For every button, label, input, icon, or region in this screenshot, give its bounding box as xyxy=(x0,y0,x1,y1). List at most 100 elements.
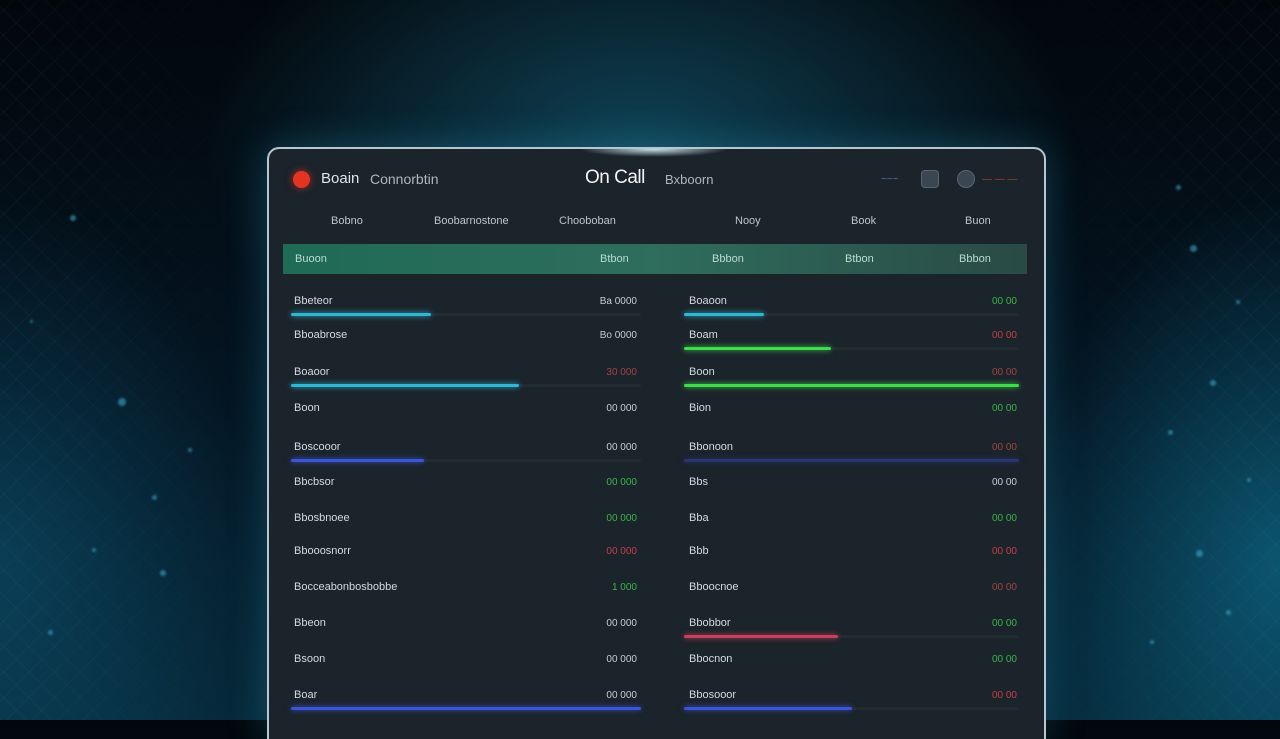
window-top-glow xyxy=(579,149,729,157)
left-row-label: Boaoor xyxy=(294,366,330,378)
right-row-value: 00 00 xyxy=(991,477,1017,488)
left-row-value: 1 000 xyxy=(611,582,637,593)
right-row-label: Bbonoon xyxy=(689,441,734,453)
left-row-value: 00 000 xyxy=(606,403,637,414)
titlebar-link[interactable]: ~~~ xyxy=(881,174,899,185)
particle-dot xyxy=(1210,380,1216,386)
right-row-progress-track xyxy=(684,635,1019,638)
right-row-progress-fill xyxy=(684,313,764,316)
particle-dot xyxy=(1168,430,1173,435)
right-row-label: Bboocnoe xyxy=(689,581,739,593)
left-row-label: Bbooosnorr xyxy=(294,545,351,557)
column-header-4[interactable]: Btbon xyxy=(845,253,874,265)
right-row-value: 00 00 xyxy=(991,367,1017,378)
app-subtitle: Connorbtin xyxy=(370,171,439,187)
left-row-progress-fill xyxy=(291,313,431,316)
right-row-value: 00 00 xyxy=(991,330,1017,341)
right-row-label: Bbosooor xyxy=(689,689,737,701)
left-row-label: Bbcbsor xyxy=(294,476,335,488)
right-row-value: 00 00 xyxy=(991,442,1017,453)
titlebar-status: — — — xyxy=(982,174,1018,185)
left-row-value: 00 000 xyxy=(606,513,637,524)
right-row-progress-track xyxy=(684,347,1019,350)
left-row-label: Bocceabonbosbobbe xyxy=(294,581,398,593)
table-header: Buoon Btbon Bbbon Btbon Bbbon xyxy=(283,244,1027,274)
particle-dot xyxy=(92,548,96,552)
left-row-value: Bo 0000 xyxy=(599,330,637,341)
left-row-value: 30 000 xyxy=(606,367,637,378)
left-row-progress-fill xyxy=(291,707,641,710)
particle-dot xyxy=(152,495,157,500)
right-row-value: 00 00 xyxy=(991,582,1017,593)
particle-dot xyxy=(1190,245,1197,252)
right-row-label: Boaoon xyxy=(689,295,727,307)
left-row-value: 00 000 xyxy=(606,618,637,629)
right-row-progress-fill xyxy=(684,384,1019,387)
left-row-value: 00 000 xyxy=(606,442,637,453)
left-row-progress-track xyxy=(291,707,641,710)
right-row-label: Boam xyxy=(689,329,718,341)
right-row-progress-fill xyxy=(684,459,1019,462)
left-row-progress-track xyxy=(291,384,641,387)
left-row-label: Bbosbnoee xyxy=(294,512,350,524)
app-window: Boain Connorbtin On Call Bxboorn ~~~ — —… xyxy=(267,147,1046,739)
tab-3[interactable]: Chooboban xyxy=(559,215,616,227)
right-row-label: Bbs xyxy=(689,476,708,488)
window-title: On Call xyxy=(585,167,645,188)
left-row-label: Bbeon xyxy=(294,617,326,629)
circle-button-icon[interactable] xyxy=(957,170,975,188)
right-row-progress-fill xyxy=(684,347,831,350)
left-row-progress-track xyxy=(291,313,641,316)
left-row-label: Boscooor xyxy=(294,441,341,453)
window-subtitle: Bxboorn xyxy=(665,172,714,187)
particle-dot xyxy=(48,630,53,635)
right-row-label: Bba xyxy=(689,512,709,524)
column-header-3[interactable]: Bbbon xyxy=(712,253,744,265)
red-circle-icon[interactable] xyxy=(293,171,310,188)
right-row-progress-fill xyxy=(684,635,838,638)
particle-dot xyxy=(1247,478,1251,482)
tab-bar: Bobno Boobarnostone Chooboban Nooy Book … xyxy=(269,209,1044,233)
right-row-value: 00 00 xyxy=(991,513,1017,524)
column-header-2[interactable]: Btbon xyxy=(600,253,629,265)
right-row-progress-track xyxy=(684,384,1019,387)
column-header-5[interactable]: Bbbon xyxy=(959,253,991,265)
right-row-label: Boon xyxy=(689,366,715,378)
left-row-value: 00 000 xyxy=(606,477,637,488)
particle-dot xyxy=(118,398,126,406)
right-row-progress-track xyxy=(684,707,1019,710)
right-row-value: 00 00 xyxy=(991,690,1017,701)
tab-1[interactable]: Bobno xyxy=(331,215,363,227)
particle-dot xyxy=(1226,610,1231,615)
left-row-value: 00 000 xyxy=(606,690,637,701)
column-header-1[interactable]: Buoon xyxy=(295,253,327,265)
square-button-icon[interactable] xyxy=(921,170,939,188)
left-row-label: Bboabrose xyxy=(294,329,348,341)
left-row-value: 00 000 xyxy=(606,546,637,557)
right-row-label: Bbb xyxy=(689,545,709,557)
app-name: Boain xyxy=(321,170,360,187)
particle-dot xyxy=(1176,185,1181,190)
left-row-progress-fill xyxy=(291,384,519,387)
tab-5[interactable]: Book xyxy=(851,215,877,227)
left-row-label: Bsoon xyxy=(294,653,326,665)
tab-2[interactable]: Boobarnostone xyxy=(434,215,509,227)
left-row-value: 00 000 xyxy=(606,654,637,665)
particle-dot xyxy=(30,320,33,323)
right-row-label: Bbobbor xyxy=(689,617,731,629)
right-row-progress-track xyxy=(684,313,1019,316)
particle-dot xyxy=(1150,640,1154,644)
tab-6[interactable]: Buon xyxy=(965,215,991,227)
left-row-label: Boon xyxy=(294,402,320,414)
right-row-value: 00 00 xyxy=(991,654,1017,665)
title-bar: Boain Connorbtin On Call Bxboorn ~~~ — —… xyxy=(269,149,1044,209)
left-row-label: Boar xyxy=(294,689,318,701)
tab-4[interactable]: Nooy xyxy=(735,215,761,227)
left-row-value: Ba 0000 xyxy=(599,296,637,307)
right-row-value: 00 00 xyxy=(991,546,1017,557)
right-row-label: Bbocnon xyxy=(689,653,733,665)
particle-dot xyxy=(1196,550,1203,557)
right-row-label: Bion xyxy=(689,402,712,414)
left-row-label: Bbeteor xyxy=(294,295,333,307)
particle-dot xyxy=(160,570,166,576)
